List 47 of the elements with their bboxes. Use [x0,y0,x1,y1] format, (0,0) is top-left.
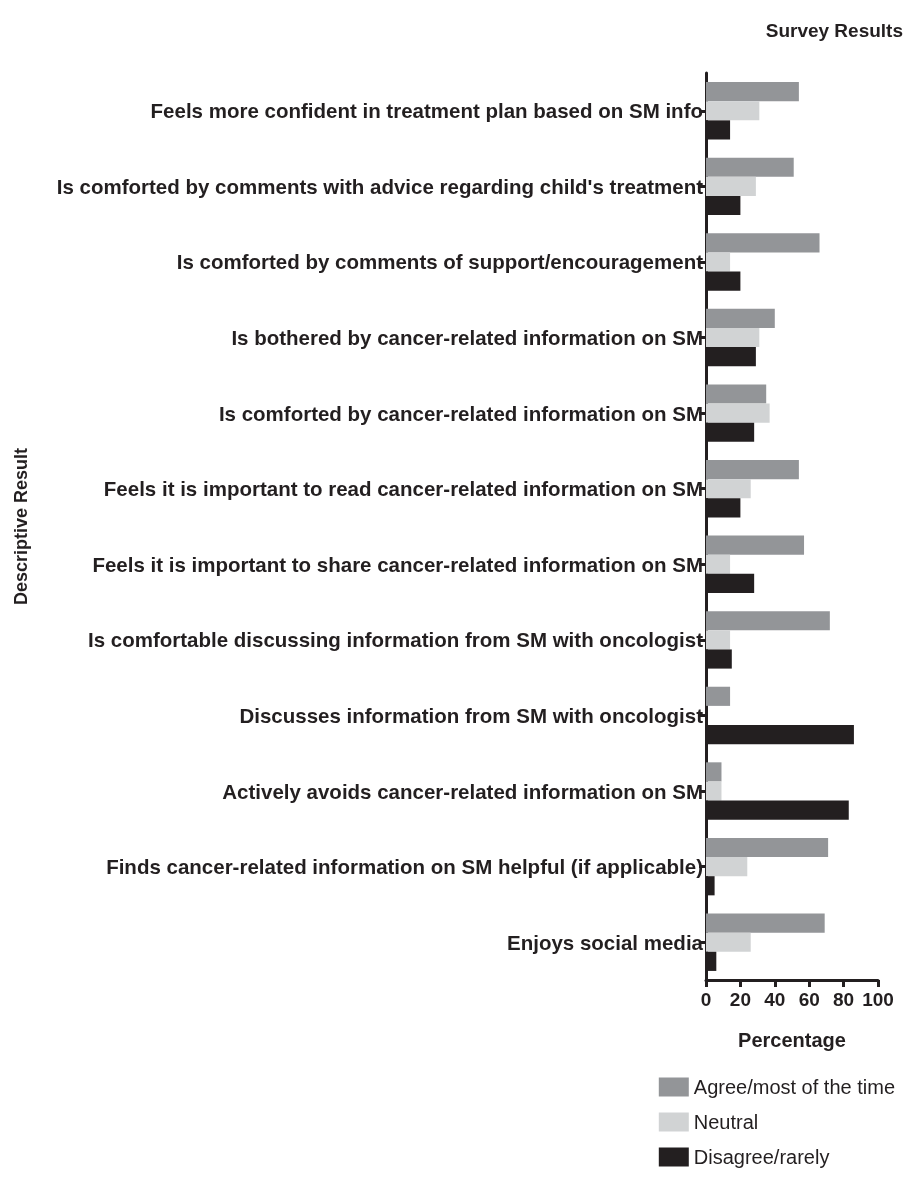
bar [706,535,805,555]
x-tick-label: 40 [764,989,786,1010]
bar [706,630,731,650]
y-tick-label: Actively avoids cancer-related information on SM [222,779,703,803]
x-tick-label: 20 [729,989,751,1010]
chart-title: Survey Results [765,20,904,41]
y-axis-title: Descriptive Result [11,447,31,606]
bar [706,101,760,121]
y-tick-label: Is comforted by comments with advice regarding child's treatment [56,174,704,198]
bar [706,611,830,631]
legend-label: Disagree/rarely [693,1146,830,1168]
x-tick-label: 100 [862,989,894,1010]
bar [706,554,731,574]
legend-label: Neutral [693,1111,759,1133]
bar [706,857,748,877]
legend-label: Agree/most of the time [693,1076,895,1098]
bar [706,82,799,102]
bar [706,403,770,423]
y-tick-label: Is comforted by comments of support/encouragement [176,250,704,274]
bar [706,252,731,272]
bar [706,479,751,499]
y-tick-label: Is comfortable discussing information from SM with oncologist [87,628,704,652]
bar [706,932,751,952]
y-tick-label: Finds cancer-related information on SM helpful (if applicable) [106,855,703,879]
bar [706,781,722,801]
x-tick-label: 60 [798,989,820,1010]
bar [706,913,825,933]
bar [706,384,767,404]
y-tick-label: Enjoys social media [507,930,704,954]
bar [706,157,794,177]
y-tick-label: Is bothered by cancer-related information on SM [231,326,703,350]
bar [706,233,820,253]
bar [706,762,722,782]
bar [706,837,829,858]
y-tick-label: Feels more confident in treatment plan based on SM info [150,99,703,123]
y-tick-label: Is comforted by cancer-related information on SM [218,401,703,425]
y-tick-label: Feels it is important to share cancer-related information on SM [92,552,703,576]
x-axis-title: Percentage [738,1029,846,1051]
y-tick-label: Feels it is important to read cancer-related information on SM [103,477,703,501]
x-tick-label: 80 [833,989,855,1010]
bar [706,459,799,480]
y-tick-label: Discusses information from SM with oncologist [239,703,704,727]
bar [706,686,731,706]
bar [706,176,756,196]
bar [706,308,775,328]
x-tick-label: 0 [700,989,712,1010]
bar [706,327,760,348]
